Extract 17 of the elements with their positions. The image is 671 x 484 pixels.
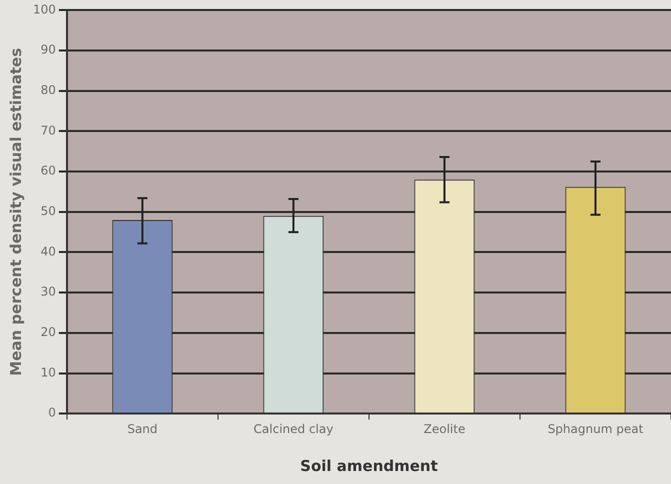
y-tick-label: 100 — [33, 2, 56, 16]
y-tick-label: 90 — [40, 42, 56, 57]
y-tick-label: 60 — [40, 164, 56, 178]
y-axis-title: Mean percent density visual estimates — [6, 48, 25, 376]
y-tick-label: 50 — [40, 204, 56, 218]
y-tick-label: 20 — [40, 325, 56, 340]
y-tick-label: 10 — [40, 365, 56, 380]
y-tick-label: 40 — [40, 244, 56, 258]
x-tick-label: Sphagnum peat — [548, 422, 644, 436]
y-tick-label: 30 — [40, 284, 56, 299]
x-tick-label: Calcined clay — [254, 422, 334, 436]
x-axis-title: Soil amendment — [300, 456, 438, 475]
x-tick-label: Sand — [127, 422, 158, 436]
y-tick-label: 0 — [48, 406, 56, 420]
x-tick-label: Zeolite — [424, 422, 466, 436]
y-tick-label: 70 — [40, 123, 56, 138]
y-tick-label: 80 — [40, 83, 56, 98]
